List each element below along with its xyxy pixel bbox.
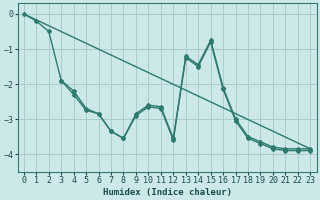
X-axis label: Humidex (Indice chaleur): Humidex (Indice chaleur)	[103, 188, 232, 197]
